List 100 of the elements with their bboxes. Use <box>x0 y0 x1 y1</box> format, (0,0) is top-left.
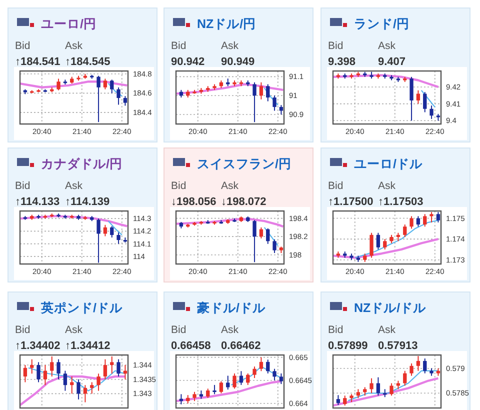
line-series <box>348 370 439 402</box>
candlestick <box>246 372 250 386</box>
text: Bid <box>171 180 186 192</box>
text: ↓198.072 <box>221 196 266 208</box>
line-series <box>332 377 440 407</box>
candlestick <box>430 212 434 223</box>
candlestick <box>219 380 224 394</box>
text: Ask <box>378 180 396 192</box>
candlestick <box>430 104 434 120</box>
text: 90.942 <box>171 56 205 68</box>
candlestick <box>410 76 414 122</box>
candlestick <box>436 212 440 223</box>
candlestick <box>252 82 256 123</box>
chart-title: NZドル/円 <box>197 17 256 31</box>
candlestick <box>110 226 114 238</box>
line-series <box>332 74 440 88</box>
candlestick <box>96 218 100 264</box>
chart-title: ユーロ/ドル <box>354 157 424 171</box>
candlestick <box>259 226 264 239</box>
text: Bid <box>328 40 344 52</box>
candlestick <box>383 238 387 250</box>
candlestick <box>410 362 414 376</box>
text: 0.66458 <box>171 340 211 352</box>
candlestick <box>232 372 236 390</box>
text: ↑1.34402 <box>15 340 60 352</box>
candlestick <box>370 232 374 258</box>
candlestick <box>266 84 270 102</box>
candlestick <box>70 376 74 394</box>
chart-title: NZドル/ドル <box>354 301 428 315</box>
candlestick <box>416 216 420 228</box>
candlestick <box>239 370 244 386</box>
chart-title: スイスフラン/円 <box>197 157 292 171</box>
candlestick <box>279 104 284 116</box>
line-series <box>18 375 126 406</box>
text: ↑114.133 <box>15 196 60 208</box>
candlestick <box>423 358 427 374</box>
candlestick <box>266 228 270 244</box>
candlestick <box>370 378 374 394</box>
candlestick <box>226 375 230 390</box>
text: Ask <box>65 324 84 336</box>
candlestick <box>403 224 407 238</box>
text: Ask <box>65 180 84 192</box>
candlestick <box>279 372 284 385</box>
candlestick <box>56 358 60 380</box>
candlestick <box>206 388 210 398</box>
candlestick <box>416 355 420 372</box>
candlestick <box>423 214 427 228</box>
text: 0.57899 <box>328 340 368 352</box>
candlestick <box>43 364 48 386</box>
candlestick <box>23 364 28 383</box>
text: Ask <box>378 324 396 336</box>
text: Ask <box>221 180 240 192</box>
text: 9.407 <box>378 56 406 68</box>
chart-title: カナダドル/円 <box>41 157 122 171</box>
text: Bid <box>15 180 30 192</box>
candlestick <box>76 378 80 400</box>
chart-title: 豪ドル/ドル <box>196 300 266 315</box>
candlestick <box>103 224 108 237</box>
text: ↑184.545 <box>65 56 110 68</box>
candlestick <box>343 395 347 406</box>
candlestick <box>266 359 270 374</box>
text: Bid <box>15 40 30 52</box>
text: 9.398 <box>328 56 356 68</box>
text: Ask <box>221 40 240 52</box>
candlestick <box>410 216 414 230</box>
text: Bid <box>328 180 344 192</box>
text: Bid <box>328 324 344 336</box>
candlestick <box>376 376 380 396</box>
candlestick <box>403 370 407 386</box>
candlestick <box>30 358 34 374</box>
text: 90.949 <box>221 56 255 68</box>
text: ↑1.34412 <box>65 340 110 352</box>
text: Bid <box>171 40 186 52</box>
text: ↑184.541 <box>15 56 60 68</box>
text: ↑114.139 <box>65 196 110 208</box>
text: ↓198.056 <box>171 196 216 208</box>
candlestick <box>212 384 216 395</box>
candlestick <box>390 382 394 396</box>
candlestick <box>336 394 340 406</box>
chart-title: 英ポンド/ドル <box>40 301 124 315</box>
candlestick <box>272 95 276 112</box>
text: Ask <box>65 40 84 52</box>
text: Ask <box>221 324 240 336</box>
candlestick <box>110 356 114 374</box>
candlestick <box>116 86 120 106</box>
line-series <box>332 238 440 259</box>
line-series <box>18 214 128 228</box>
candlestick <box>103 358 108 380</box>
text: Bid <box>171 324 186 336</box>
chart-title: ランド/円 <box>354 17 410 31</box>
candlestick <box>423 92 427 113</box>
candlestick <box>252 220 256 263</box>
candlestick <box>252 366 256 379</box>
candlestick <box>63 370 68 392</box>
candlestick <box>259 356 264 372</box>
candlestick <box>90 382 94 394</box>
chart-title: ユーロ/円 <box>41 17 96 31</box>
candlestick <box>116 232 120 244</box>
line-series <box>174 83 284 95</box>
candlestick <box>103 78 108 90</box>
